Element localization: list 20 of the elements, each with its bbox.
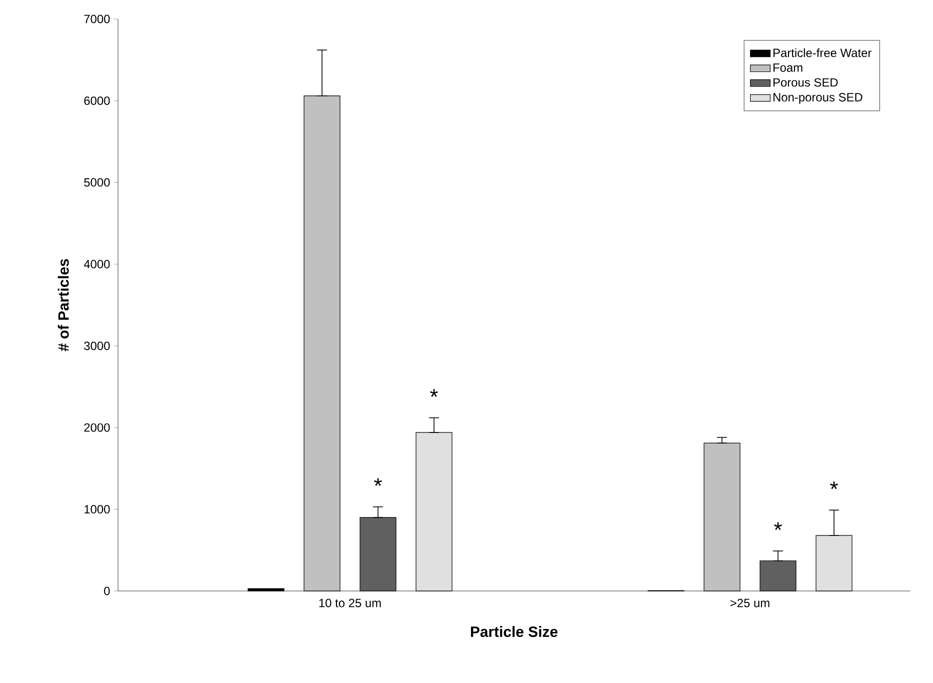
y-tick-label: 7000	[84, 14, 110, 24]
legend-label: Particle-free Water	[774, 48, 872, 58]
x-axis-title: Particle Size	[470, 626, 558, 638]
legend-label: Porous SED	[774, 78, 838, 87]
annotation: *	[830, 481, 838, 490]
legend-label: Foam	[774, 63, 802, 72]
y-tick-label: 4000	[84, 260, 110, 268]
annotation: *	[774, 522, 782, 530]
y-tick-label: 6000	[84, 96, 110, 105]
y-tick-label: 3000	[84, 342, 110, 350]
y-axis-title: # of Particles	[58, 259, 69, 352]
x-tick-label: 10 to 25 um	[319, 598, 381, 608]
y-tick-label: 5000	[84, 178, 110, 187]
x-tick-label: >25 um	[730, 598, 770, 608]
y-tick-label: 1000	[84, 505, 110, 514]
annotation: *	[430, 389, 438, 397]
legend-label: Non-porous SED	[774, 93, 862, 104]
y-tick-label: 2000	[84, 423, 110, 432]
y-tick-label: 0	[104, 586, 110, 596]
annotation: *	[374, 478, 382, 486]
